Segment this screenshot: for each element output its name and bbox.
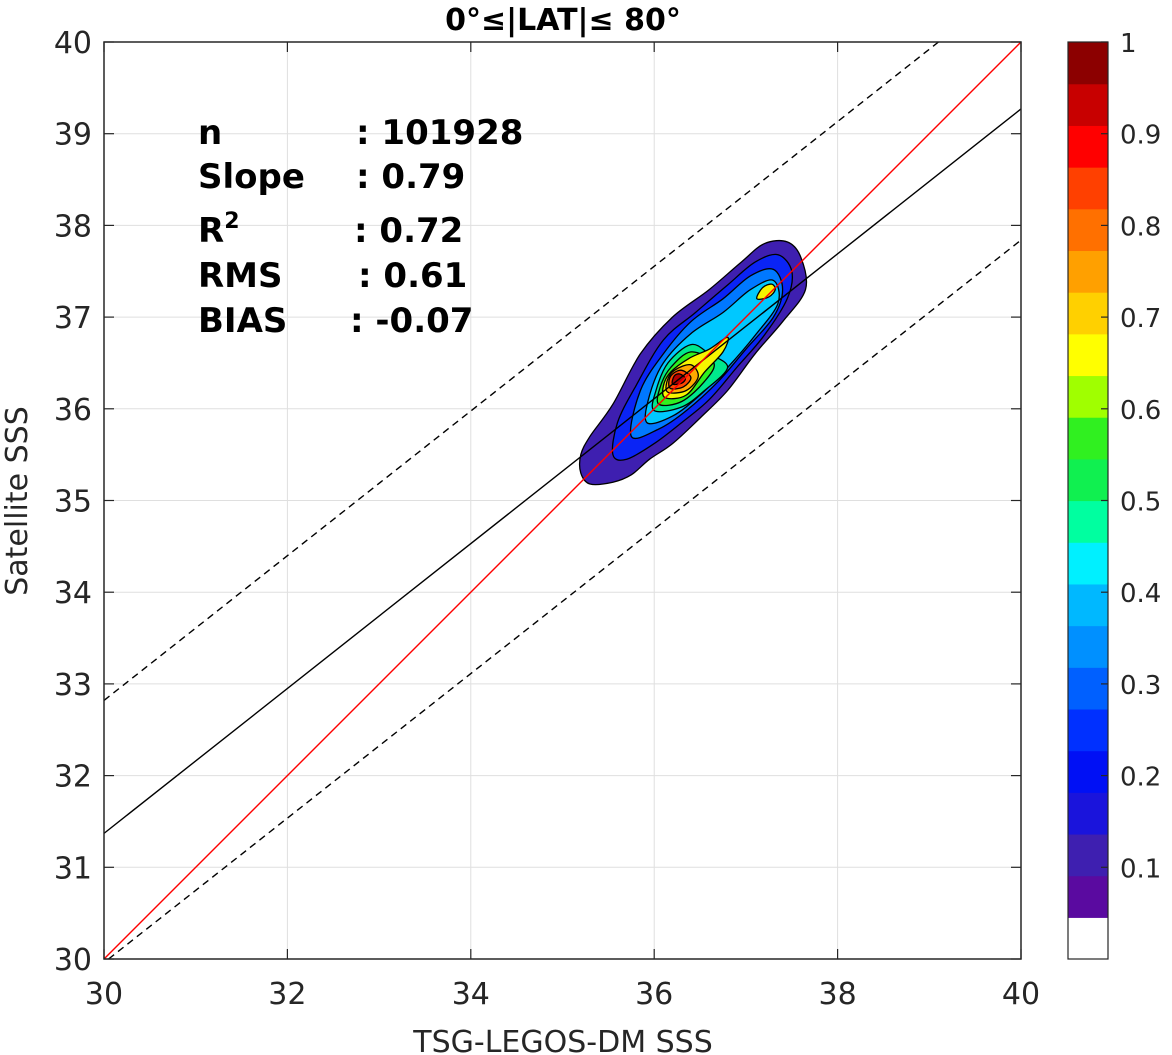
y-tick-label: 40 — [54, 26, 92, 61]
x-tick-label: 30 — [85, 977, 123, 1012]
stat-value: : 0.61 — [358, 256, 467, 296]
colorbar-segment — [1068, 42, 1108, 85]
y-tick-label: 34 — [54, 576, 92, 611]
colorbar-segment — [1068, 125, 1108, 168]
colorbar-segment — [1068, 292, 1108, 335]
grid-lines — [103, 41, 1022, 960]
chart-title: 0°≤|LAT|≤ 80° — [445, 3, 681, 38]
colorbar-tick-label: 0.2 — [1120, 763, 1161, 793]
y-tick-label: 30 — [54, 943, 92, 978]
y-tick-label: 39 — [54, 118, 92, 153]
y-tick-label: 38 — [54, 209, 92, 244]
colorbar-segment — [1068, 458, 1108, 502]
density-contours — [579, 239, 808, 486]
one-to-one-line — [103, 41, 1022, 960]
plot-area — [103, 41, 1022, 960]
density-contour — [756, 283, 776, 301]
stat-label: Slope — [198, 157, 305, 197]
colorbar-segment — [1068, 83, 1108, 126]
x-tick-label: 40 — [1002, 977, 1040, 1012]
y-tick-label: 35 — [54, 485, 92, 520]
colorbar-segment — [1068, 375, 1108, 418]
colorbar-tick-label: 1 — [1120, 29, 1137, 59]
colorbar-segment — [1068, 833, 1108, 877]
colorbar-tick-label: 0.7 — [1120, 304, 1161, 334]
y-tick-label: 33 — [54, 668, 92, 703]
colorbar-segment — [1068, 583, 1108, 627]
colorbar-tick-label: 0.5 — [1120, 488, 1161, 518]
colorbar-segment — [1068, 500, 1108, 543]
x-tick-label: 38 — [819, 977, 857, 1012]
colorbar-segment — [1068, 750, 1108, 793]
colorbar-tick-label: 0.6 — [1120, 396, 1161, 426]
stat-value: : 0.72 — [354, 211, 463, 251]
stat-value: : 101928 — [356, 113, 523, 153]
axis-ticks — [103, 41, 1022, 960]
stat-superscript: 2 — [224, 209, 239, 234]
colorbar-segment — [1068, 875, 1108, 918]
upper-bound-line — [103, 41, 939, 701]
colorbar-tick-label: 0.3 — [1120, 671, 1161, 701]
colorbar-segment — [1068, 333, 1108, 377]
x-tick-label: 36 — [635, 977, 673, 1012]
colorbar-segment — [1068, 167, 1108, 210]
x-tick-label: 32 — [268, 977, 306, 1012]
colorbar-segment — [1068, 542, 1108, 585]
colorbar-segment — [1068, 417, 1108, 460]
stat-value: : -0.07 — [350, 301, 473, 341]
y-axis-label: Satellite SSS — [0, 406, 35, 596]
colorbar-tick-label: 0.8 — [1120, 212, 1161, 242]
stat-label: RMS — [198, 256, 283, 296]
lower-bound-line — [108, 239, 1022, 960]
colorbar-segment — [1068, 708, 1108, 752]
colorbar-segment — [1068, 917, 1108, 960]
y-tick-label: 32 — [54, 760, 92, 795]
x-tick-labels: 30 32 34 36 38 40 — [85, 977, 1040, 1012]
y-tick-label: 36 — [54, 393, 92, 428]
colorbar: 0.1 0.2 0.3 0.4 0.5 0.6 0.7 0.8 0.9 1 — [1067, 29, 1161, 960]
regression-line — [103, 108, 1022, 834]
stat-value: : 0.79 — [356, 157, 465, 197]
colorbar-segment — [1068, 250, 1108, 293]
colorbar-tick-label: 0.9 — [1120, 121, 1161, 151]
colorbar-segment — [1068, 208, 1108, 252]
colorbar-segment — [1068, 667, 1108, 710]
colorbar-segment — [1068, 625, 1108, 668]
y-tick-labels: 30 31 32 33 34 35 36 37 38 39 40 — [54, 26, 92, 978]
y-tick-label: 37 — [54, 301, 92, 336]
colorbar-segment — [1068, 792, 1108, 835]
x-axis-label: TSG-LEGOS-DM SSS — [412, 1025, 713, 1055]
stat-label: n — [198, 113, 222, 153]
x-tick-label: 34 — [452, 977, 490, 1012]
colorbar-tick-label: 0.1 — [1120, 854, 1161, 884]
colorbar-tick-label: 0.4 — [1120, 579, 1161, 609]
stat-label: BIAS — [198, 301, 287, 341]
reference-lines — [103, 41, 1022, 960]
y-tick-label: 31 — [54, 851, 92, 886]
